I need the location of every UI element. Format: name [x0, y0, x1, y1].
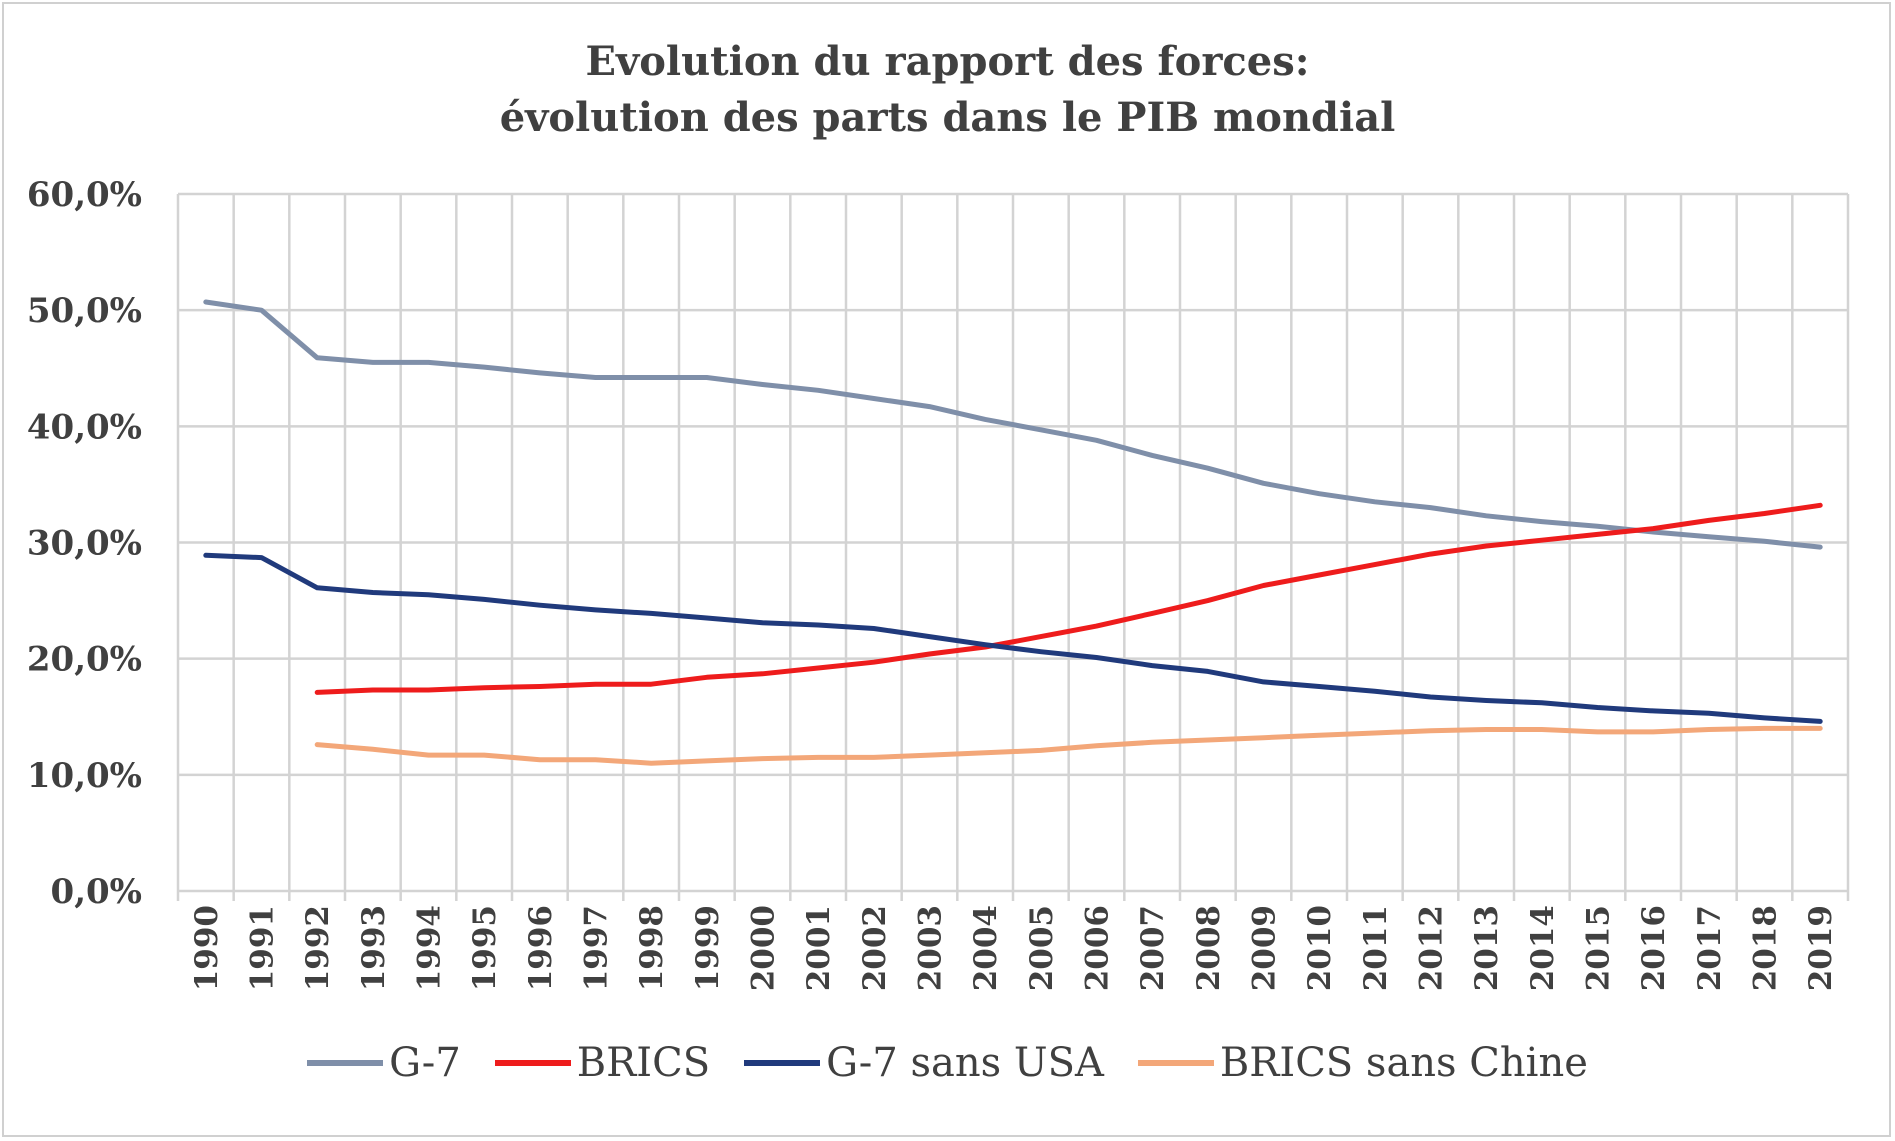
legend-item: BRICS — [494, 1040, 711, 1086]
y-tick-label: 40,0% — [27, 407, 142, 447]
x-tick-label: 1993 — [356, 905, 392, 991]
x-tick-label: 2013 — [1469, 905, 1505, 991]
legend-item: G-7 — [307, 1040, 461, 1086]
legend-label: G-7 sans USA — [826, 1040, 1104, 1086]
x-tick-label: 1992 — [300, 905, 336, 991]
x-tick-label: 2001 — [801, 905, 837, 991]
y-axis-ticks: 0,0% 10,0% 20,0% 30,0% 40,0% 50,0% 60,0% — [27, 175, 142, 912]
x-tick-label: 2012 — [1414, 905, 1450, 991]
legend-label: BRICS sans Chine — [1219, 1040, 1588, 1086]
legend-swatch — [744, 1060, 821, 1066]
x-tick-label: 2015 — [1581, 905, 1617, 991]
x-tick-label: 2005 — [1024, 905, 1060, 991]
x-tick-label: 2016 — [1636, 905, 1672, 991]
y-tick-label: 50,0% — [27, 291, 142, 331]
x-tick-label: 1990 — [189, 905, 225, 991]
series-line-g-7 — [203, 299, 1823, 550]
y-tick-label: 60,0% — [27, 175, 142, 215]
series-line-g-7-sans-usa — [203, 552, 1823, 724]
x-tick-label: 2007 — [1135, 905, 1171, 991]
x-tick-label: 2003 — [913, 905, 949, 991]
x-tick-label: 2019 — [1803, 905, 1839, 991]
x-tick-label: 2011 — [1358, 905, 1394, 991]
x-tick-label: 2017 — [1692, 905, 1728, 991]
x-tick-label: 1998 — [634, 905, 670, 991]
chart-title-line1: Evolution du rapport des forces: — [585, 38, 1310, 85]
legend-swatch — [1137, 1060, 1214, 1066]
series-lines — [203, 299, 1823, 766]
x-tick-label: 1996 — [523, 905, 559, 991]
legend-swatch — [494, 1060, 571, 1066]
legend-item: BRICS sans Chine — [1137, 1040, 1588, 1086]
x-tick-label: 2018 — [1748, 905, 1784, 991]
grid — [176, 192, 1850, 901]
x-tick-label: 2002 — [857, 905, 893, 991]
x-tick-label: 2008 — [1191, 905, 1227, 991]
chart-title: Evolution du rapport des forces: évoluti… — [0, 34, 1895, 146]
x-tick-label: 1995 — [467, 905, 503, 991]
legend: G-7 BRICS G-7 sans USA BRICS sans Chine — [0, 1040, 1895, 1086]
x-axis-ticks: 1990 1991 1992 1993 1994 1995 1996 1997 1998 1999… — [189, 905, 1839, 991]
legend-swatch — [307, 1060, 384, 1066]
x-tick-label: 2004 — [968, 905, 1004, 991]
legend-item: G-7 sans USA — [744, 1040, 1104, 1086]
x-tick-label: 1997 — [579, 905, 615, 991]
chart-title-line2: évolution des parts dans le PIB mondial — [499, 94, 1396, 141]
y-tick-label: 10,0% — [27, 756, 142, 796]
series-line-brics-sans-chine — [314, 725, 1823, 766]
legend-label: BRICS — [576, 1040, 711, 1086]
x-tick-label: 2009 — [1247, 905, 1283, 991]
x-tick-label: 2014 — [1525, 905, 1561, 991]
series-line-brics — [314, 502, 1823, 695]
y-tick-label: 20,0% — [27, 640, 142, 680]
x-tick-label: 2006 — [1080, 905, 1116, 991]
y-tick-label: 30,0% — [27, 524, 142, 564]
legend-label: G-7 — [389, 1040, 461, 1086]
x-tick-label: 1994 — [412, 905, 448, 991]
x-tick-label: 1999 — [690, 905, 726, 991]
x-tick-label: 1991 — [245, 905, 281, 991]
y-tick-label: 0,0% — [51, 872, 142, 912]
x-tick-label: 2010 — [1302, 905, 1338, 991]
x-tick-label: 2000 — [746, 905, 782, 991]
